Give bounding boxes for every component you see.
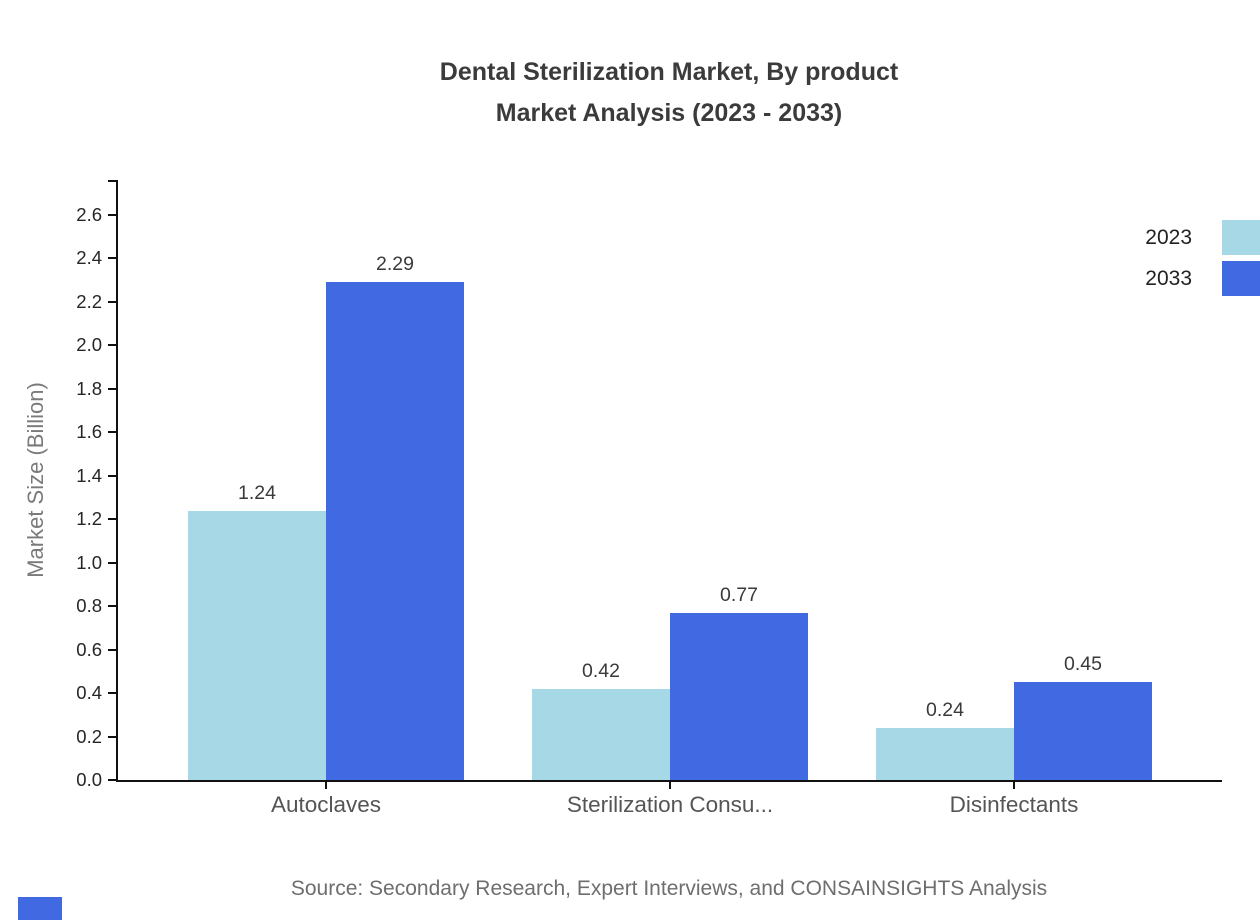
y-tick-mark bbox=[108, 648, 116, 651]
bar-2033-1 bbox=[670, 612, 808, 780]
y-tick-mark bbox=[108, 518, 116, 521]
y-tick-label: 2.2 bbox=[76, 290, 102, 312]
y-tick-mark bbox=[108, 474, 116, 477]
bar-value-label: 0.77 bbox=[720, 583, 758, 606]
y-tick-mark bbox=[108, 735, 116, 738]
y-tick-label: 0.4 bbox=[76, 682, 102, 704]
legend-row-2023: 2023 bbox=[1145, 220, 1260, 255]
y-tick-mark bbox=[108, 431, 116, 434]
y-tick-label: 0.6 bbox=[76, 638, 102, 660]
legend-swatch-icon bbox=[1222, 220, 1260, 255]
bar-2023-1 bbox=[532, 688, 670, 780]
y-tick-mark bbox=[108, 692, 116, 695]
chart-title-line1: Dental Sterilization Market, By product bbox=[439, 58, 899, 86]
y-tick-mark bbox=[108, 344, 116, 347]
bar-value-label: 2.29 bbox=[376, 253, 414, 276]
y-tick-mark bbox=[108, 605, 116, 608]
y-tick-label: 1.2 bbox=[76, 508, 102, 530]
chart-title-line2: Market Analysis (2023 - 2033) bbox=[495, 99, 843, 127]
y-tick-mark bbox=[108, 561, 116, 564]
bar-value-label: 0.24 bbox=[926, 698, 964, 721]
y-tick-mark bbox=[108, 779, 116, 781]
bar-2033-2 bbox=[1014, 682, 1152, 780]
legend-row-2033: 2033 bbox=[1145, 261, 1260, 296]
bar-value-label: 1.24 bbox=[238, 481, 276, 504]
y-tick-label: 0.0 bbox=[76, 769, 102, 790]
y-tick-label: 1.0 bbox=[76, 551, 102, 573]
y-tick-label: 2.6 bbox=[76, 204, 102, 226]
y-tick-mark bbox=[108, 257, 116, 260]
legend-label: 2023 bbox=[1145, 225, 1192, 249]
legend: 2023 2033 bbox=[1145, 220, 1260, 302]
legend-swatch-icon bbox=[1222, 261, 1260, 296]
x-tick-mark bbox=[325, 781, 327, 789]
y-tick-label: 2.0 bbox=[76, 334, 102, 356]
bar-2023-2 bbox=[876, 727, 1014, 780]
source-note: Source: Secondary Research, Expert Inter… bbox=[290, 877, 1048, 900]
y-axis-line bbox=[116, 180, 118, 782]
category-label-1: Sterilization Consu... bbox=[566, 792, 774, 817]
y-tick-label: 0.2 bbox=[76, 725, 102, 747]
chart-title: Dental Sterilization Market, By product … bbox=[116, 52, 1222, 134]
y-tick-mark bbox=[108, 214, 116, 217]
y-tick-label: 1.6 bbox=[76, 421, 102, 443]
y-tick-label: 0.8 bbox=[76, 595, 102, 617]
legend-label: 2033 bbox=[1145, 266, 1192, 290]
y-tick-label: 2.4 bbox=[76, 247, 102, 269]
bar-value-label: 0.45 bbox=[1064, 653, 1102, 676]
y-axis-end-tick bbox=[108, 180, 116, 182]
y-tick-mark bbox=[108, 387, 116, 390]
y-tick-label: 1.4 bbox=[76, 464, 102, 486]
category-label-0: Autoclaves bbox=[270, 792, 382, 817]
bar-2023-0 bbox=[188, 510, 326, 780]
bar-value-label: 0.42 bbox=[582, 659, 620, 682]
bar-2033-0 bbox=[326, 282, 464, 780]
brand-mark bbox=[18, 897, 62, 920]
y-tick-label: 1.8 bbox=[76, 377, 102, 399]
y-tick-mark bbox=[108, 300, 116, 303]
x-tick-mark bbox=[669, 781, 671, 789]
category-label-2: Disinfectants bbox=[949, 792, 1079, 817]
x-tick-mark bbox=[1013, 781, 1015, 789]
